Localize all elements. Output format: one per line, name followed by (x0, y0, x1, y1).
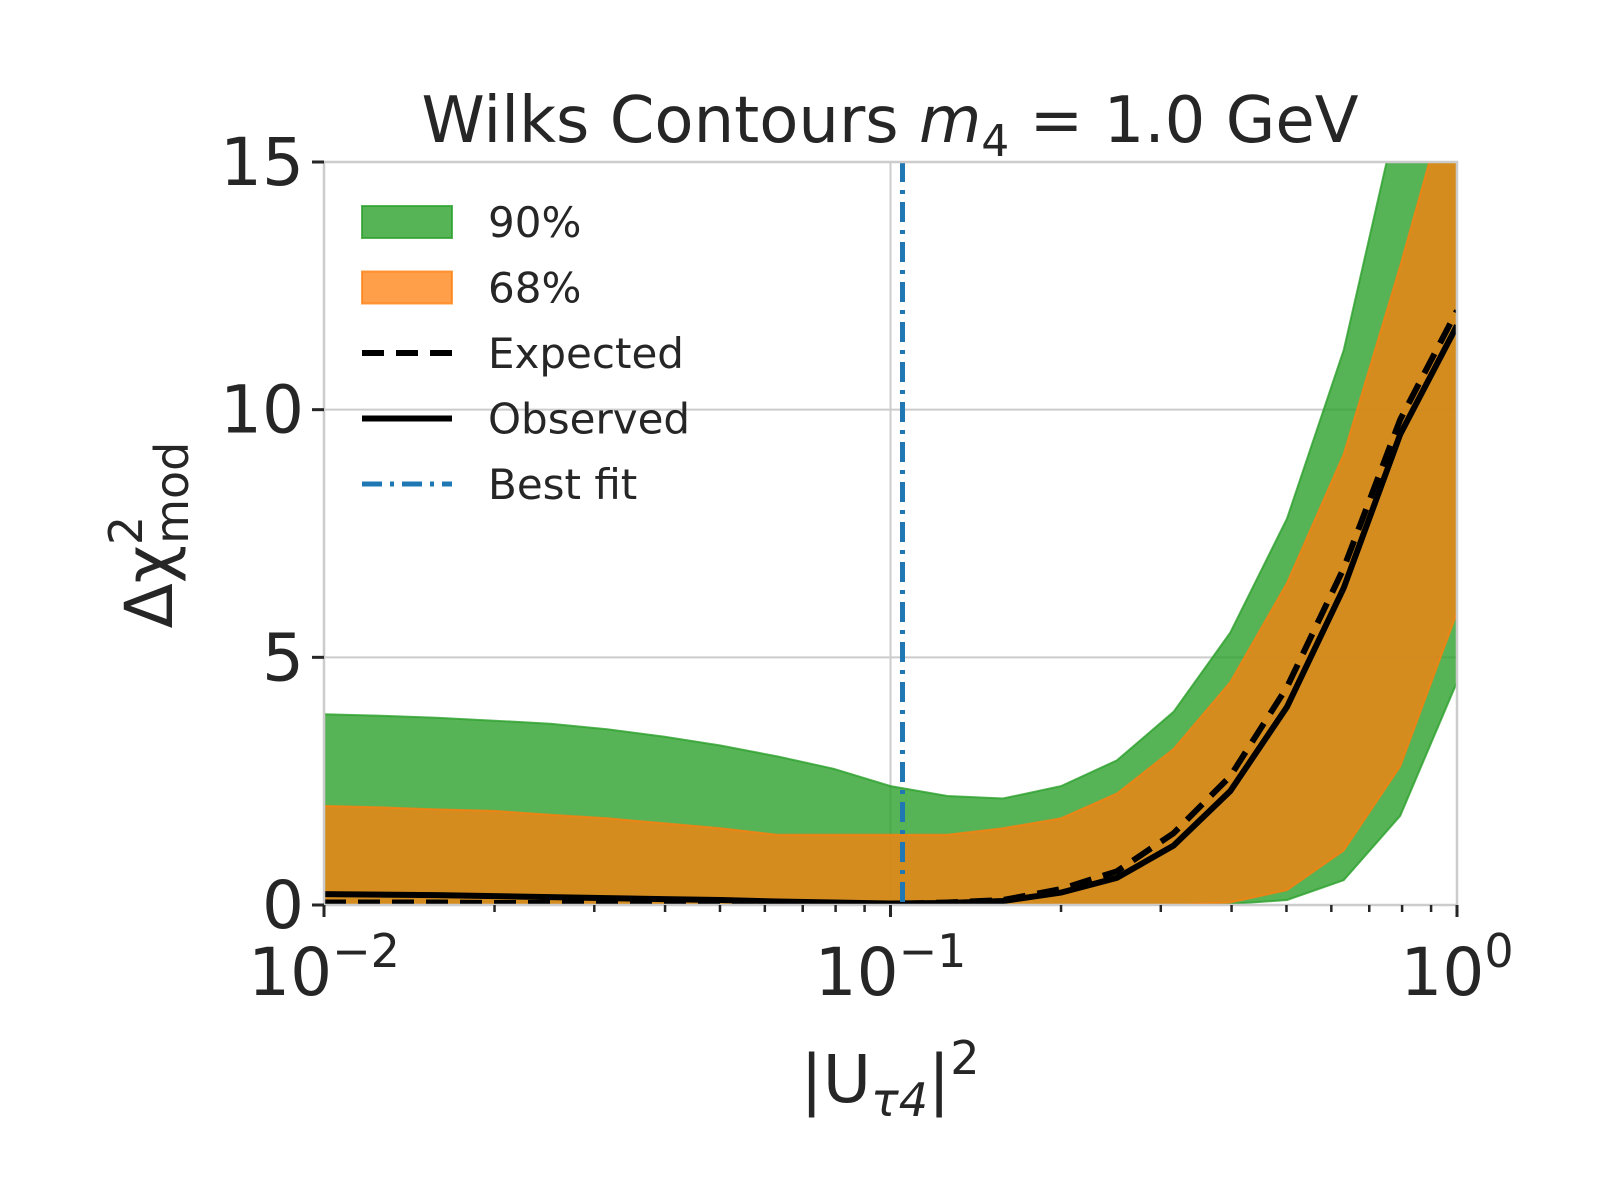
y-tick-label: 10 (220, 372, 304, 449)
tick-base: 10 (1400, 934, 1484, 1011)
x-axis-label: |Uτ4|2 (800, 1031, 979, 1127)
legend-label: Observed (488, 395, 690, 444)
confidence-band (324, 162, 1457, 905)
confidence-band (324, 162, 1457, 905)
x-tick-label: 100 (1400, 924, 1513, 1011)
tick-base: 10 (248, 934, 332, 1011)
title-symbol: m (919, 84, 981, 158)
y-tick-label: 5 (262, 619, 304, 696)
legend-label: Best fit (488, 460, 637, 509)
legend-patch (361, 270, 453, 305)
chart-title: Wilks Contours m4 = 1.0 GeV (422, 84, 1359, 167)
plot-area (324, 162, 1457, 905)
legend-label: 68% (488, 264, 581, 313)
y-label-part: Δχ (111, 545, 188, 628)
legend-label: Expected (488, 329, 684, 378)
line-solid (324, 324, 1457, 905)
x-label-part: |U (800, 1041, 871, 1118)
x-label-superscript: 2 (950, 1031, 979, 1085)
x-tick-label: 10−2 (248, 924, 400, 1011)
title-subscript: 4 (981, 116, 1009, 167)
y-axis-label: Δχ2mod (99, 442, 199, 629)
title-text: Wilks Contours (422, 84, 919, 158)
y-label-superscript: 2 (99, 516, 153, 545)
x-label-part: | (928, 1041, 950, 1118)
y-tick-label: 15 (220, 124, 304, 201)
legend-label: 90% (488, 198, 581, 247)
tick-exponent: −2 (332, 924, 400, 978)
tick-exponent: 0 (1484, 924, 1513, 978)
x-tick-label: 10−1 (815, 924, 967, 1011)
x-label-subscript: τ4 (871, 1073, 928, 1127)
legend-patch (361, 205, 453, 239)
tick-base: 10 (815, 934, 899, 1011)
title-text: = 1.0 GeV (1009, 84, 1358, 158)
y-label-subscript: mod (145, 442, 199, 544)
tick-exponent: −1 (899, 924, 967, 978)
y-tick-label: 0 (262, 867, 304, 944)
line-dashed (324, 309, 1457, 905)
